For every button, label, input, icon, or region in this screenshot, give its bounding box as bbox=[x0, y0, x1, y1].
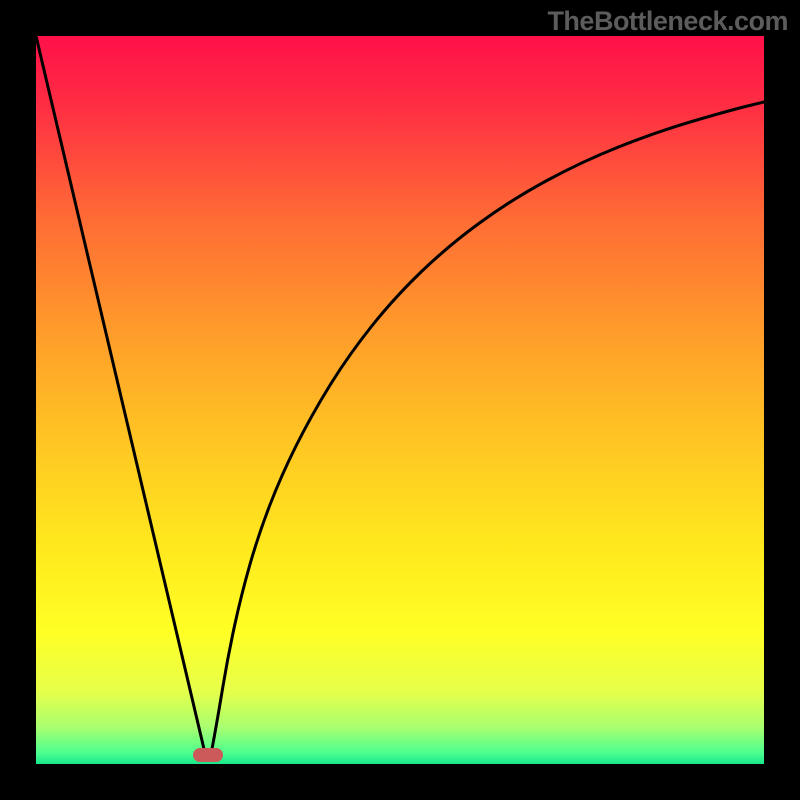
optimum-marker bbox=[193, 748, 223, 762]
bottleneck-curve bbox=[36, 36, 764, 751]
chart-curve-layer bbox=[36, 36, 764, 764]
chart-plot-area bbox=[36, 36, 764, 764]
watermark-text: TheBottleneck.com bbox=[547, 6, 788, 37]
